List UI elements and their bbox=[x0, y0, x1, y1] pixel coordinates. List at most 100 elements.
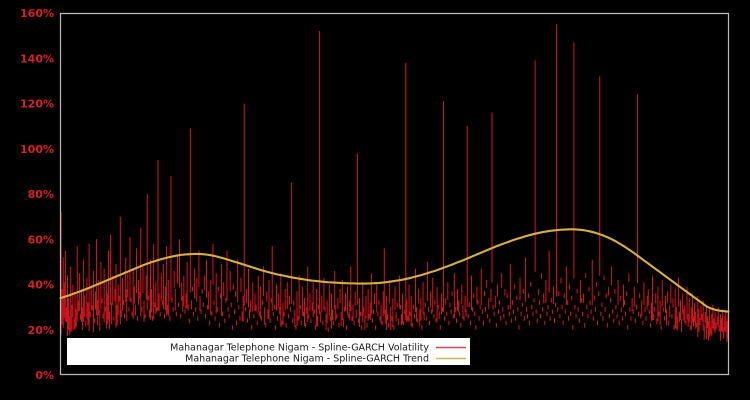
volatility-spike bbox=[532, 311, 534, 317]
volatility-spike bbox=[329, 316, 331, 321]
volatility-spike bbox=[624, 300, 625, 305]
volatility-spike bbox=[679, 311, 680, 323]
volatility-spike bbox=[599, 76, 601, 276]
volatility-spike bbox=[204, 313, 206, 319]
volatility-spike bbox=[325, 313, 327, 331]
volatility-spike bbox=[334, 270, 336, 310]
volatility-spike bbox=[118, 295, 120, 302]
volatility-spike bbox=[557, 307, 559, 312]
volatility-spike bbox=[700, 304, 702, 320]
volatility-spike bbox=[513, 309, 515, 314]
volatility-spike bbox=[198, 250, 200, 288]
volatility-spike bbox=[547, 304, 549, 310]
volatility-spike bbox=[432, 277, 434, 313]
volatility-spike bbox=[269, 318, 271, 323]
volatility-spike bbox=[476, 286, 478, 304]
volatility-spike bbox=[493, 311, 495, 317]
volatility-spike bbox=[573, 42, 575, 279]
volatility-spike bbox=[402, 293, 404, 324]
volatility-spike bbox=[130, 298, 132, 303]
volatility-spike bbox=[578, 318, 580, 323]
volatility-spike bbox=[455, 318, 457, 323]
volatility-spike bbox=[452, 313, 454, 319]
volatility-spike bbox=[352, 304, 354, 322]
volatility-spike bbox=[382, 291, 384, 317]
volatility-spike bbox=[445, 298, 447, 305]
volatility-spike bbox=[503, 313, 505, 319]
volatility-spike bbox=[333, 320, 335, 326]
volatility-spike bbox=[444, 316, 446, 321]
volatility-spike bbox=[446, 311, 448, 317]
volatility-spike bbox=[77, 300, 79, 312]
volatility-spike bbox=[566, 300, 568, 305]
volatility-spike bbox=[401, 313, 402, 326]
volatility-spike bbox=[258, 311, 260, 317]
volatility-spike bbox=[449, 302, 451, 308]
volatility-spike bbox=[208, 291, 210, 310]
volatility-spike bbox=[577, 307, 579, 312]
volatility-spike bbox=[92, 270, 94, 333]
volatility-spike bbox=[260, 316, 262, 321]
volatility-spike bbox=[405, 62, 407, 320]
volatility-spike bbox=[504, 289, 506, 296]
volatility-spike bbox=[594, 307, 596, 312]
volatility-spike bbox=[143, 300, 145, 322]
volatility-spike bbox=[209, 320, 211, 326]
volatility-spike bbox=[574, 304, 576, 310]
volatility-spike bbox=[210, 279, 212, 315]
volatility-spike bbox=[240, 277, 242, 293]
volatility-spike bbox=[711, 313, 713, 337]
volatility-spike bbox=[612, 309, 614, 314]
volatility-spike bbox=[230, 302, 232, 308]
volatility-spike bbox=[515, 316, 517, 321]
y-axis-tick-label: 40% bbox=[28, 279, 54, 292]
volatility-spike bbox=[197, 316, 199, 321]
volatility-spike bbox=[255, 304, 257, 312]
volatility-spike bbox=[200, 309, 202, 314]
volatility-spike bbox=[419, 309, 421, 327]
volatility-spike bbox=[458, 300, 460, 312]
volatility-spike bbox=[109, 311, 110, 329]
volatility-spike bbox=[564, 309, 566, 314]
volatility-spike bbox=[699, 318, 701, 326]
volatility-spike bbox=[611, 266, 613, 286]
volatility-spike bbox=[522, 289, 524, 294]
volatility-spike bbox=[186, 261, 188, 309]
volatility-spike bbox=[129, 236, 131, 302]
volatility-spike bbox=[216, 307, 218, 312]
volatility-spike bbox=[282, 302, 284, 325]
volatility-spike bbox=[176, 255, 178, 284]
volatility-spike bbox=[489, 318, 491, 323]
volatility-spike bbox=[273, 304, 275, 310]
volatility-spike bbox=[152, 316, 154, 321]
legend-label-volatility: Mahanagar Telephone Nigam - Spline-GARCH… bbox=[170, 343, 429, 354]
volatility-spike bbox=[304, 298, 306, 326]
volatility-spike bbox=[133, 286, 135, 304]
volatility-spike bbox=[243, 103, 245, 306]
volatility-spike bbox=[417, 318, 419, 323]
volatility-spike bbox=[162, 264, 164, 310]
volatility-spike bbox=[256, 320, 258, 326]
volatility-spike bbox=[585, 273, 587, 278]
volatility-spike bbox=[528, 293, 530, 299]
volatility-spike bbox=[267, 309, 269, 319]
volatility-spike bbox=[686, 286, 688, 320]
volatility-spike bbox=[608, 313, 610, 319]
volatility-spike bbox=[71, 304, 73, 331]
volatility-spike bbox=[519, 277, 521, 301]
volatility-spike bbox=[335, 304, 337, 321]
volatility-spike bbox=[436, 286, 438, 322]
volatility-spike bbox=[220, 293, 221, 299]
volatility-spike bbox=[283, 311, 285, 317]
volatility-spike bbox=[645, 316, 647, 321]
volatility-spike bbox=[669, 304, 671, 318]
volatility-spike bbox=[534, 60, 536, 272]
volatility-spike bbox=[655, 293, 657, 304]
volatility-spike bbox=[621, 316, 623, 321]
volatility-spike bbox=[397, 318, 399, 326]
volatility-spike bbox=[343, 307, 345, 312]
volatility-spike bbox=[592, 316, 594, 321]
volatility-spike bbox=[246, 318, 248, 323]
volatility-spike bbox=[357, 318, 359, 323]
volatility-spike bbox=[404, 309, 406, 314]
